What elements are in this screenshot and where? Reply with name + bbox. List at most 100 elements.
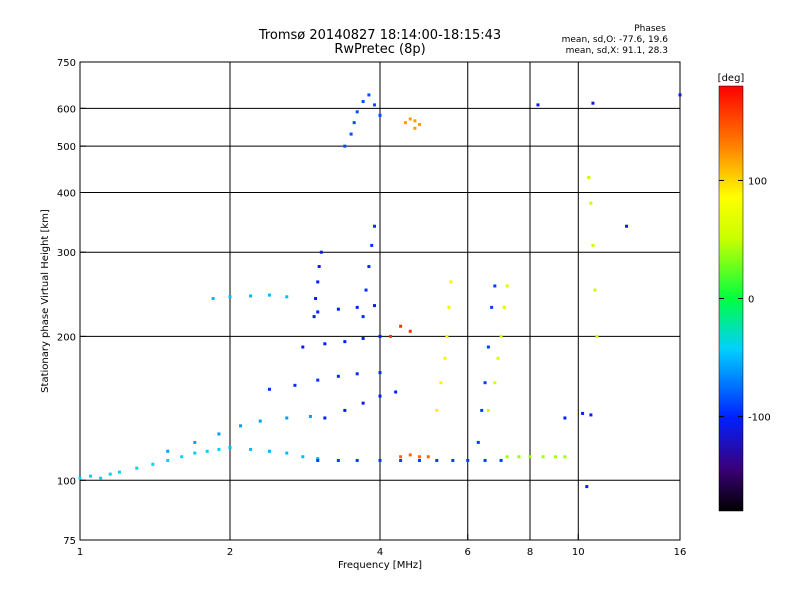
data-point	[528, 455, 532, 459]
data-point	[89, 474, 93, 478]
data-point	[355, 305, 359, 309]
y-axis-label: Stationary phase Virtual Height [km]	[40, 209, 51, 393]
data-point	[316, 280, 320, 284]
data-point	[267, 293, 271, 297]
data-point	[336, 374, 340, 378]
y-tick-label: 500	[57, 142, 76, 153]
data-point	[205, 449, 209, 453]
data-point	[267, 449, 271, 453]
colorbar-tick-label: -100	[748, 413, 771, 424]
data-point	[517, 455, 521, 459]
data-point	[323, 416, 327, 420]
data-point	[399, 455, 403, 459]
data-point	[285, 295, 289, 299]
data-point	[505, 284, 509, 288]
data-point	[373, 224, 377, 228]
data-point	[361, 315, 365, 319]
data-point	[249, 294, 253, 298]
data-point	[267, 387, 271, 391]
data-point	[285, 451, 289, 455]
data-point	[367, 265, 371, 269]
data-point	[378, 458, 382, 462]
x-tick-label: 1	[77, 547, 83, 558]
data-point	[319, 250, 323, 254]
x-tick-label: 4	[377, 547, 383, 558]
colorbar-tick-label: 100	[748, 176, 767, 187]
data-point	[373, 304, 377, 308]
data-point	[217, 432, 221, 436]
x-tick-label: 6	[465, 547, 471, 558]
x-tick-label: 16	[674, 547, 687, 558]
chart-title: Tromsø 20140827 18:14:00-18:15:43	[258, 28, 501, 43]
data-point	[591, 243, 595, 247]
data-point	[317, 265, 321, 269]
grid-lines	[80, 62, 680, 540]
data-point	[378, 371, 382, 375]
data-point	[486, 345, 490, 349]
data-point	[349, 132, 353, 136]
data-point	[180, 455, 184, 459]
colorbar-tick-label: 0	[748, 295, 754, 306]
data-point	[589, 201, 593, 205]
data-point	[591, 101, 595, 105]
data-point	[361, 100, 365, 104]
data-point	[316, 457, 320, 461]
data-point	[135, 466, 139, 470]
data-point	[499, 334, 503, 338]
data-point	[378, 394, 382, 398]
data-point	[217, 447, 221, 451]
data-point	[352, 121, 356, 125]
data-point	[78, 476, 82, 480]
data-point	[378, 334, 382, 338]
data-point	[117, 470, 121, 474]
data-point	[403, 121, 407, 125]
data-point	[301, 455, 305, 459]
data-point	[316, 378, 320, 382]
y-tick-label: 400	[57, 188, 76, 199]
data-point	[417, 123, 421, 127]
x-tick-label: 2	[227, 547, 233, 558]
data-point	[589, 413, 593, 417]
data-point	[496, 356, 500, 360]
data-points	[78, 93, 682, 489]
data-point	[399, 458, 403, 462]
data-point	[308, 414, 312, 418]
chart-subtitle: RwPretec (8p)	[334, 42, 425, 57]
x-axis-ticks: 1 2 4 6 8 10 16	[77, 534, 687, 558]
data-point	[587, 175, 591, 179]
data-point	[228, 295, 232, 299]
data-point	[301, 345, 305, 349]
data-point	[505, 455, 509, 459]
data-point	[239, 424, 243, 428]
data-point	[336, 307, 340, 311]
data-point	[193, 440, 197, 444]
data-point	[563, 416, 567, 420]
phases-heading: Phases	[634, 24, 666, 34]
data-point	[483, 458, 487, 462]
data-point	[435, 458, 439, 462]
data-point	[451, 458, 455, 462]
data-point	[625, 224, 629, 228]
data-point	[316, 310, 320, 314]
data-point	[166, 458, 170, 462]
data-point	[211, 297, 215, 301]
data-point	[502, 305, 506, 309]
data-point	[408, 453, 412, 457]
colorbar-ticks: 100 0 -100	[719, 176, 771, 424]
data-point	[480, 408, 484, 412]
data-point	[373, 103, 377, 107]
data-point	[439, 381, 443, 385]
data-point	[228, 446, 232, 450]
data-point	[343, 340, 347, 344]
y-axis-ticks: 75 100 200 300 400 500 600 750	[57, 58, 86, 547]
data-point	[108, 472, 112, 476]
data-point	[99, 476, 103, 480]
data-point	[367, 93, 371, 97]
data-point	[413, 119, 417, 123]
data-point	[343, 144, 347, 148]
data-point	[476, 440, 480, 444]
data-point	[151, 462, 155, 466]
data-point	[493, 381, 497, 385]
data-point	[336, 458, 340, 462]
